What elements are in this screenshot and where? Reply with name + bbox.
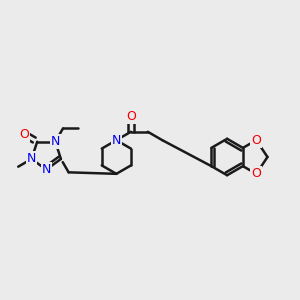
Text: O: O <box>251 167 261 180</box>
Text: N: N <box>42 163 51 176</box>
Text: N: N <box>51 135 60 148</box>
Text: N: N <box>112 134 121 147</box>
Text: N: N <box>27 152 36 166</box>
Text: O: O <box>126 110 136 123</box>
Text: O: O <box>251 134 261 147</box>
Text: O: O <box>19 128 29 140</box>
